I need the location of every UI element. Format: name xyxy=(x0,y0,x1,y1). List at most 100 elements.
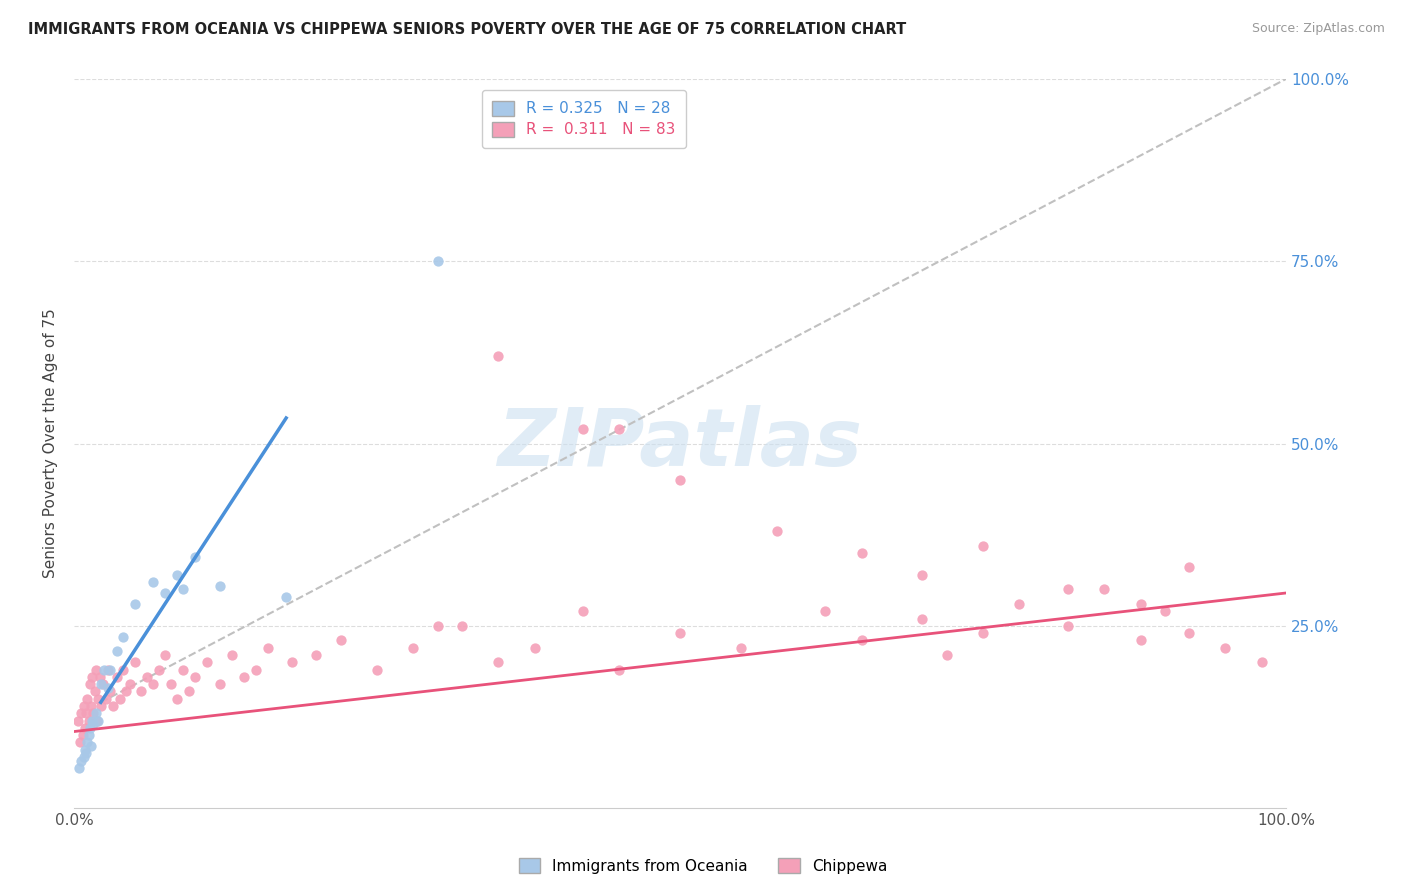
Point xyxy=(208,579,231,593)
Point xyxy=(72,728,94,742)
Point xyxy=(572,604,595,618)
Point xyxy=(87,714,110,728)
Point xyxy=(972,626,994,640)
Point xyxy=(86,714,108,728)
Point xyxy=(101,698,124,713)
Point xyxy=(1129,597,1152,611)
Point xyxy=(118,677,141,691)
Point xyxy=(1129,633,1152,648)
Point xyxy=(1056,619,1078,633)
Point xyxy=(87,691,110,706)
Point xyxy=(609,663,631,677)
Point xyxy=(172,582,194,597)
Point xyxy=(80,739,103,753)
Point xyxy=(111,630,134,644)
Point xyxy=(66,714,89,728)
Point xyxy=(426,619,449,633)
Point xyxy=(245,663,267,677)
Point xyxy=(124,655,146,669)
Point xyxy=(669,626,692,640)
Point xyxy=(82,717,104,731)
Point xyxy=(197,655,219,669)
Point xyxy=(77,714,100,728)
Point xyxy=(166,567,188,582)
Point xyxy=(329,633,352,648)
Point xyxy=(166,691,188,706)
Point xyxy=(89,670,111,684)
Point xyxy=(911,611,934,625)
Point xyxy=(1178,560,1201,574)
Point xyxy=(129,684,152,698)
Point xyxy=(281,655,304,669)
Point xyxy=(426,254,449,268)
Point xyxy=(972,539,994,553)
Point xyxy=(911,567,934,582)
Point xyxy=(766,524,789,538)
Point xyxy=(82,706,104,721)
Point xyxy=(730,640,752,655)
Point xyxy=(83,684,105,698)
Point xyxy=(402,640,425,655)
Point xyxy=(160,677,183,691)
Point xyxy=(523,640,546,655)
Text: IMMIGRANTS FROM OCEANIA VS CHIPPEWA SENIORS POVERTY OVER THE AGE OF 75 CORRELATI: IMMIGRANTS FROM OCEANIA VS CHIPPEWA SENI… xyxy=(28,22,907,37)
Point xyxy=(486,349,509,363)
Point xyxy=(172,663,194,677)
Point xyxy=(90,698,112,713)
Point xyxy=(142,677,165,691)
Point xyxy=(153,586,176,600)
Point xyxy=(148,663,170,677)
Y-axis label: Seniors Poverty Over the Age of 75: Seniors Poverty Over the Age of 75 xyxy=(44,309,58,578)
Point xyxy=(1008,597,1031,611)
Text: Source: ZipAtlas.com: Source: ZipAtlas.com xyxy=(1251,22,1385,36)
Point xyxy=(94,691,117,706)
Point xyxy=(153,648,176,662)
Point xyxy=(75,706,97,721)
Point xyxy=(486,655,509,669)
Point xyxy=(1178,626,1201,640)
Point xyxy=(1056,582,1078,597)
Point xyxy=(1153,604,1175,618)
Point xyxy=(851,633,873,648)
Point xyxy=(276,590,298,604)
Point xyxy=(179,684,201,698)
Point xyxy=(90,677,112,691)
Point xyxy=(84,706,107,721)
Point xyxy=(97,663,120,677)
Point xyxy=(142,575,165,590)
Point xyxy=(91,677,114,691)
Point xyxy=(105,644,128,658)
Point xyxy=(305,648,328,662)
Point xyxy=(208,677,231,691)
Point xyxy=(669,473,692,487)
Point xyxy=(100,663,122,677)
Text: ZIPatlas: ZIPatlas xyxy=(498,405,862,483)
Point xyxy=(1092,582,1115,597)
Point xyxy=(84,663,107,677)
Point xyxy=(184,670,207,684)
Point xyxy=(221,648,243,662)
Point xyxy=(115,684,138,698)
Point xyxy=(97,681,120,695)
Point xyxy=(100,684,122,698)
Point xyxy=(232,670,254,684)
Point xyxy=(108,691,131,706)
Point xyxy=(451,619,474,633)
Point xyxy=(184,549,207,564)
Point xyxy=(1250,655,1272,669)
Legend: R = 0.325   N = 28, R =  0.311   N = 83: R = 0.325 N = 28, R = 0.311 N = 83 xyxy=(482,90,686,148)
Point xyxy=(69,735,91,749)
Point xyxy=(609,422,631,436)
Point xyxy=(124,597,146,611)
Point xyxy=(70,754,93,768)
Point xyxy=(80,698,103,713)
Point xyxy=(105,670,128,684)
Legend: Immigrants from Oceania, Chippewa: Immigrants from Oceania, Chippewa xyxy=(513,852,893,880)
Point xyxy=(67,761,90,775)
Point xyxy=(82,714,104,728)
Point xyxy=(366,663,388,677)
Point xyxy=(82,670,104,684)
Point xyxy=(257,640,280,655)
Point xyxy=(77,728,100,742)
Point xyxy=(76,691,98,706)
